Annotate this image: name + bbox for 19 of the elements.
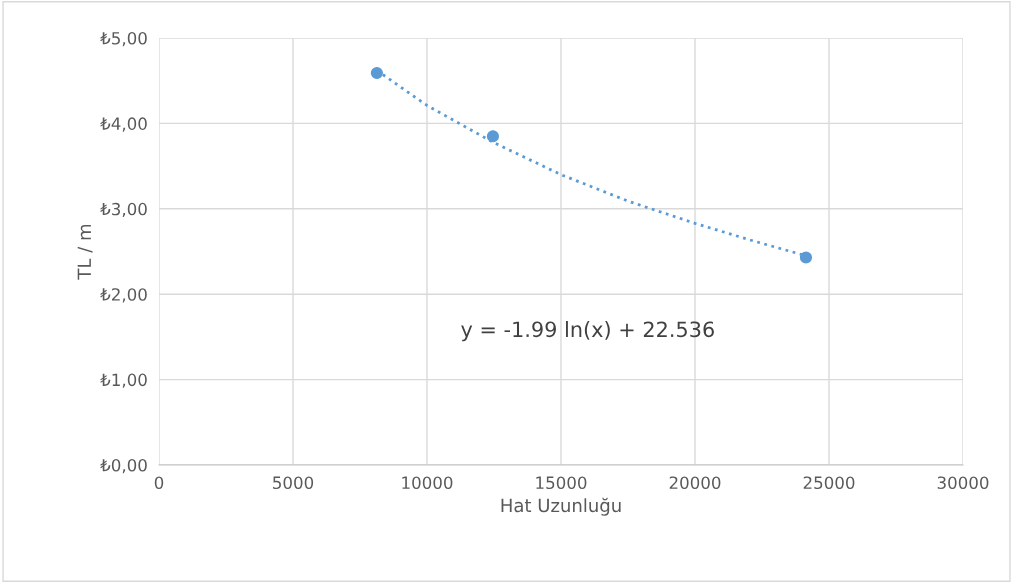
y-tick-label: ₺4,00 xyxy=(100,117,147,132)
y-tick-label: ₺3,00 xyxy=(100,202,147,218)
point xyxy=(799,251,813,264)
y-tick-label: ₺0,00 xyxy=(100,458,147,474)
y-tick-label: ₺1,00 xyxy=(100,373,147,388)
x-tick-label: 30000 xyxy=(937,476,989,490)
annotation: y = -1.99 ln(x) + 22.536 xyxy=(461,321,714,342)
x-tick-label: 25000 xyxy=(803,476,855,490)
y-tick-label: ₺2,00 xyxy=(100,288,147,303)
x-axis-title: Hat Uzunluğu xyxy=(501,497,621,516)
x-tick-label: 0 xyxy=(154,476,164,490)
point xyxy=(486,130,500,143)
x-tick-label: 5000 xyxy=(273,476,314,490)
point xyxy=(370,66,383,80)
y-tick-label: ₺5,00 xyxy=(100,31,147,47)
x-tick-label: 10000 xyxy=(402,476,453,490)
y-axis-title: TL / m xyxy=(77,224,93,280)
x-tick-label: 20000 xyxy=(669,476,721,490)
x-tick-label: 15000 xyxy=(536,476,587,490)
